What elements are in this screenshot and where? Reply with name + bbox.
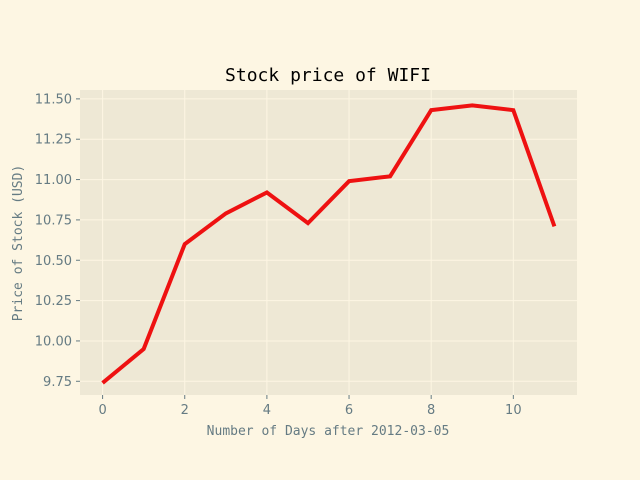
- y-tick-label: 10.75: [35, 213, 72, 228]
- plot-background: [80, 90, 577, 395]
- y-tick-label: 10.50: [35, 254, 72, 269]
- x-axis-label: Number of Days after 2012-03-05: [207, 424, 450, 439]
- y-tick-label: 10.00: [35, 334, 72, 349]
- ticks: 0 2 4 6 8 10 9.75 10.00 10.25 10.50 10.75 11.00 11.2…: [35, 92, 522, 418]
- y-tick-label: 11.00: [35, 173, 72, 188]
- x-tick-label: 8: [427, 403, 435, 418]
- series-layer: [101, 103, 557, 385]
- y-axis-label: Price of Stock (USD): [11, 165, 26, 322]
- x-tick-label: 4: [263, 403, 271, 418]
- y-tick-label: 11.50: [35, 92, 72, 107]
- grid: [80, 90, 577, 395]
- x-tick-label: 10: [505, 403, 522, 418]
- y-tick-label: 10.25: [35, 294, 72, 309]
- x-tick-label: 6: [345, 403, 353, 418]
- chart-title: Stock price of WIFI: [225, 65, 431, 86]
- y-tick-label: 9.75: [43, 375, 72, 390]
- y-tick-label: 11.25: [35, 133, 72, 148]
- x-tick-label: 2: [181, 403, 189, 418]
- x-tick-label: 0: [98, 403, 106, 418]
- series-line: [101, 103, 557, 385]
